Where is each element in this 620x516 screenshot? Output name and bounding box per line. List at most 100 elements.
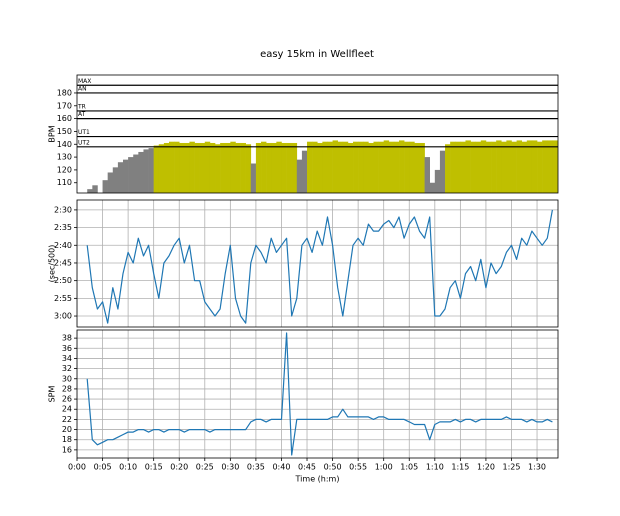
x-tick-label: 1:25 bbox=[503, 463, 521, 472]
bar bbox=[87, 189, 93, 193]
bar bbox=[117, 162, 124, 193]
y-tick-label: 32 bbox=[62, 364, 72, 373]
x-tick-label: 0:55 bbox=[349, 463, 367, 472]
y-tick-label: 28 bbox=[62, 384, 72, 393]
x-axis-label: Time (h:m) bbox=[295, 475, 340, 484]
plot-area bbox=[77, 330, 558, 458]
bar bbox=[531, 140, 538, 193]
x-tick-label: 0:40 bbox=[272, 463, 290, 472]
bar bbox=[123, 159, 129, 193]
bar bbox=[521, 141, 528, 193]
bar bbox=[455, 141, 461, 193]
bar bbox=[92, 185, 98, 193]
y-tick-label: 2:50 bbox=[54, 276, 72, 285]
bar bbox=[204, 141, 211, 193]
bar bbox=[112, 167, 119, 193]
bar bbox=[337, 141, 344, 193]
zone-label: UT2 bbox=[78, 139, 90, 146]
y-tick-label: 30 bbox=[62, 374, 72, 383]
bar bbox=[199, 142, 206, 193]
bar bbox=[291, 142, 298, 193]
axes-frame bbox=[76, 74, 559, 194]
bar bbox=[184, 142, 190, 193]
bar bbox=[220, 142, 226, 193]
y-axis-label: BPM bbox=[48, 125, 57, 142]
bar bbox=[388, 141, 395, 193]
bar bbox=[439, 150, 446, 193]
bar bbox=[409, 141, 415, 193]
bar bbox=[445, 144, 451, 193]
bar bbox=[163, 142, 170, 193]
y-tick-label: 110 bbox=[57, 178, 72, 187]
bar bbox=[138, 151, 144, 193]
bar bbox=[526, 140, 533, 193]
bar bbox=[383, 140, 390, 193]
bar bbox=[107, 172, 114, 193]
bar bbox=[225, 142, 231, 193]
bar bbox=[194, 142, 200, 193]
x-tick-label: 1:10 bbox=[426, 463, 444, 472]
bar bbox=[153, 145, 160, 193]
bar bbox=[414, 142, 420, 193]
bar bbox=[286, 142, 292, 193]
bar bbox=[450, 141, 456, 193]
bar bbox=[215, 144, 221, 193]
bar bbox=[547, 140, 553, 193]
bar bbox=[128, 157, 134, 193]
bar bbox=[317, 142, 323, 193]
zone-label: MAX bbox=[78, 78, 91, 85]
y-tick-label: 18 bbox=[62, 435, 72, 444]
bar bbox=[516, 140, 523, 193]
y-tick-label: 2:40 bbox=[54, 241, 72, 250]
x-tick-label: 1:05 bbox=[400, 463, 418, 472]
plot-area bbox=[77, 84, 558, 193]
zone-label: AT bbox=[78, 111, 86, 118]
bar bbox=[261, 141, 267, 193]
zone-label: AN bbox=[78, 85, 87, 92]
bar bbox=[276, 141, 282, 193]
line bbox=[86, 332, 553, 456]
bar bbox=[342, 141, 349, 193]
y-tick-label: 130 bbox=[57, 153, 72, 162]
x-tick-label: 0:35 bbox=[247, 463, 265, 472]
bar bbox=[230, 141, 236, 193]
y-axis-label: (sec/500) bbox=[48, 245, 57, 283]
bar bbox=[501, 141, 507, 193]
bar bbox=[552, 140, 558, 193]
y-tick-label: 150 bbox=[57, 127, 72, 136]
y-tick-label: 170 bbox=[57, 101, 72, 110]
x-tick-label: 0:00 bbox=[68, 463, 86, 472]
bar bbox=[296, 159, 303, 193]
bar bbox=[235, 142, 241, 193]
y-tick-label: 140 bbox=[57, 140, 72, 149]
x-tick-label: 0:45 bbox=[298, 463, 316, 472]
bar bbox=[240, 142, 246, 193]
y-tick-label: 2:45 bbox=[54, 258, 72, 267]
bar bbox=[158, 144, 165, 193]
x-tick-label: 0:05 bbox=[94, 463, 112, 472]
bar bbox=[475, 141, 482, 193]
y-tick-label: 3:00 bbox=[54, 312, 72, 321]
bar bbox=[301, 150, 308, 193]
bar bbox=[347, 142, 354, 193]
bar bbox=[393, 141, 400, 193]
bar bbox=[179, 142, 185, 193]
y-axis-label: SPM bbox=[48, 386, 57, 403]
bar bbox=[480, 140, 487, 193]
x-tick-label: 0:10 bbox=[119, 463, 137, 472]
bar bbox=[169, 141, 175, 193]
y-tick-label: 2:30 bbox=[54, 205, 72, 214]
y-tick-label: 36 bbox=[62, 344, 72, 353]
bar bbox=[511, 141, 517, 193]
bar bbox=[419, 142, 425, 193]
bar bbox=[404, 141, 410, 193]
bar bbox=[399, 140, 405, 193]
y-tick-label: 120 bbox=[57, 165, 72, 174]
bar bbox=[358, 141, 364, 193]
bar bbox=[506, 140, 512, 193]
bar bbox=[307, 141, 313, 193]
bar bbox=[322, 141, 328, 193]
bar bbox=[429, 182, 436, 193]
x-tick-label: 0:20 bbox=[170, 463, 188, 472]
